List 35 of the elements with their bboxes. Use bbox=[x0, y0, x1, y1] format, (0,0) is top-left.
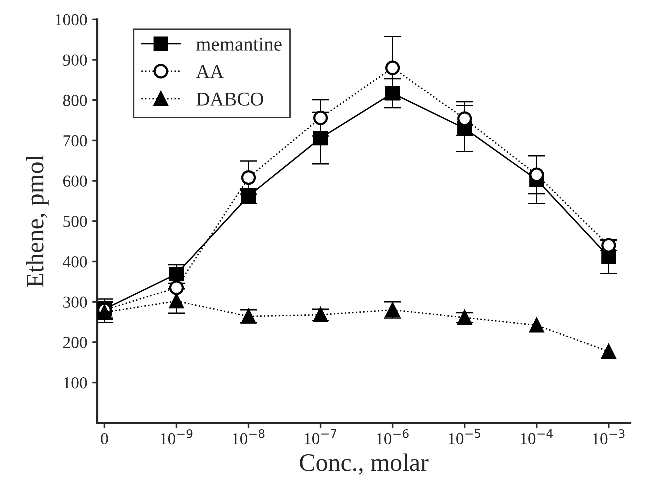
x-tick-label: 10$^{−7}$ bbox=[305, 429, 337, 445]
point bbox=[98, 305, 112, 320]
point bbox=[169, 294, 184, 309]
legend-label: AA bbox=[196, 65, 224, 78]
point bbox=[386, 86, 400, 101]
y-tick-label: 800 bbox=[63, 95, 88, 106]
legend-label: DABCO bbox=[196, 92, 264, 106]
x-axis-title: Conc., molar bbox=[300, 454, 429, 475]
point bbox=[241, 170, 256, 186]
x-tick-label: 0 bbox=[101, 433, 108, 445]
point bbox=[602, 344, 616, 360]
y-tick-label: 1000 bbox=[56, 14, 88, 26]
y-tick-label: 400 bbox=[63, 256, 88, 268]
x-tick-label: 10$^{−6}$ bbox=[377, 429, 409, 445]
x-tick-label: 10$^{−3}$ bbox=[593, 429, 625, 445]
point bbox=[386, 60, 400, 76]
point bbox=[313, 110, 328, 126]
y-tick-label: 900 bbox=[63, 54, 88, 66]
y-tick-label: 100 bbox=[64, 377, 88, 389]
y-tick-label: 200 bbox=[64, 337, 88, 348]
x-tick-label: 10$^{−4}$ bbox=[521, 429, 553, 445]
y-tick-label: 500 bbox=[64, 216, 88, 228]
y-axis-title: Ethene, pmol bbox=[26, 155, 49, 288]
x-tick-label: 10$^{−9}$ bbox=[160, 429, 193, 445]
legend-label: memantine bbox=[196, 38, 282, 51]
point bbox=[313, 130, 328, 146]
x-tick-label: 10$^{−8}$ bbox=[232, 429, 265, 445]
y-tick-label: 300 bbox=[64, 296, 88, 308]
point bbox=[530, 168, 544, 182]
point bbox=[169, 280, 184, 296]
x-tick-label: 10$^{−5}$ bbox=[449, 429, 481, 445]
point bbox=[530, 318, 544, 333]
point bbox=[458, 112, 472, 126]
y-tick-label: 700 bbox=[64, 135, 88, 147]
y-tick-label: 600 bbox=[63, 176, 88, 188]
